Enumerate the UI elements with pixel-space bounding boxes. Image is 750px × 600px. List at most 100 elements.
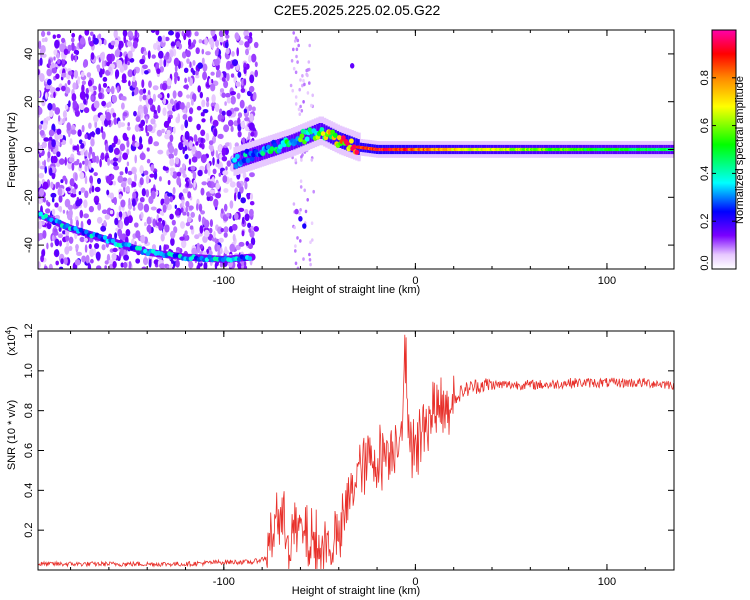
heatmap-cell bbox=[83, 213, 89, 219]
heatmap-cell bbox=[39, 129, 45, 136]
heatmap-cell bbox=[49, 109, 54, 118]
heatmap-cell bbox=[112, 112, 117, 118]
y-tick-label: 0 bbox=[23, 146, 35, 152]
heatmap-cell bbox=[145, 189, 150, 198]
heatmap-cell bbox=[211, 105, 215, 112]
heatmap-cell bbox=[41, 30, 46, 37]
heatmap-cell bbox=[113, 147, 120, 155]
heatmap-cell bbox=[195, 141, 199, 146]
heatmap-cell bbox=[201, 57, 205, 65]
heatmap-cell bbox=[93, 37, 99, 45]
heatmap-cell bbox=[153, 43, 158, 50]
heatmap-cell bbox=[137, 202, 144, 211]
heatmap-cell bbox=[38, 40, 42, 50]
heatmap-cell bbox=[306, 198, 310, 202]
heatmap-cell bbox=[153, 141, 160, 147]
heatmap-cell bbox=[176, 171, 182, 177]
heatmap-cell bbox=[100, 152, 105, 160]
heatmap-cell bbox=[107, 157, 111, 166]
heatmap-cell bbox=[249, 172, 255, 178]
heatmap-cell bbox=[63, 257, 68, 265]
heatmap-cell bbox=[303, 82, 306, 87]
heatmap-cell bbox=[210, 83, 216, 92]
x-tick-label: 100 bbox=[598, 275, 616, 287]
heatmap-cell bbox=[300, 158, 303, 162]
heatmap-cell bbox=[348, 135, 352, 152]
heatmap-cell bbox=[241, 230, 245, 237]
heatmap-cell bbox=[219, 261, 224, 268]
heatmap-cell bbox=[249, 208, 254, 217]
heatmap-cell bbox=[126, 126, 131, 131]
heatmap-cell bbox=[112, 247, 118, 253]
heatmap-cell bbox=[51, 67, 57, 74]
heatmap-cell bbox=[224, 30, 229, 36]
heatmap-cell bbox=[162, 204, 167, 213]
heatmap-cell bbox=[234, 142, 239, 148]
heatmap-cell bbox=[183, 84, 190, 90]
heatmap-cell bbox=[210, 30, 216, 37]
heatmap-cell bbox=[205, 132, 210, 141]
heatmap-cell bbox=[81, 255, 87, 263]
heatmap-cell bbox=[76, 159, 80, 164]
heatmap-cell bbox=[106, 53, 113, 62]
heatmap-cell bbox=[237, 262, 242, 269]
heatmap-cell bbox=[163, 97, 166, 105]
heatmap-cell bbox=[110, 40, 116, 46]
heatmap-cell bbox=[173, 148, 178, 156]
heatmap-cell bbox=[200, 112, 205, 117]
heatmap-cell bbox=[167, 110, 173, 116]
heatmap-cell bbox=[163, 58, 167, 68]
heatmap-cell bbox=[103, 220, 107, 226]
heatmap-cell bbox=[242, 136, 246, 146]
heatmap-cell bbox=[103, 39, 107, 46]
heatmap-cell bbox=[84, 30, 90, 36]
heatmap-cell bbox=[113, 117, 118, 125]
heatmap-cell bbox=[80, 220, 84, 230]
heatmap-cell bbox=[187, 76, 191, 82]
heatmap-cell bbox=[50, 181, 54, 189]
heatmap-cell bbox=[299, 104, 302, 109]
heatmap-cell bbox=[88, 151, 91, 159]
heatmap-cell bbox=[252, 91, 257, 101]
heatmap-cell bbox=[86, 219, 91, 225]
y-tick-label: 40 bbox=[23, 48, 35, 60]
heatmap-cell bbox=[84, 175, 88, 185]
heatmap-cell bbox=[231, 51, 235, 57]
heatmap-cell bbox=[161, 82, 168, 91]
heatmap-cell bbox=[110, 85, 115, 95]
heatmap-cell bbox=[71, 37, 75, 43]
heatmap-cell bbox=[108, 66, 112, 72]
heatmap-cell bbox=[80, 143, 85, 149]
heatmap-cell bbox=[129, 57, 135, 63]
heatmap-cell bbox=[210, 71, 215, 76]
heatmap-cell bbox=[150, 206, 157, 211]
heatmap-cell bbox=[237, 112, 243, 118]
heatmap-cell bbox=[232, 157, 238, 163]
heatmap-cell bbox=[302, 223, 307, 229]
heatmap-cell bbox=[205, 51, 211, 56]
heatmap-cell bbox=[54, 238, 60, 247]
heatmap-cell bbox=[158, 223, 164, 231]
heatmap-cell bbox=[50, 192, 57, 198]
heatmap-cell bbox=[134, 124, 140, 132]
heatmap-cell bbox=[292, 47, 295, 52]
heatmap-cell bbox=[74, 184, 78, 189]
heatmap-cell bbox=[150, 30, 156, 33]
heatmap-cell bbox=[68, 245, 73, 251]
colorbar-tick-label: 0.4 bbox=[699, 166, 711, 181]
heatmap-cell bbox=[211, 94, 216, 103]
heatmap-cell bbox=[139, 136, 143, 145]
heatmap-cell bbox=[48, 129, 55, 137]
heatmap-cell bbox=[48, 263, 53, 269]
heatmap-cell bbox=[208, 227, 213, 234]
heatmap-cell bbox=[126, 161, 130, 167]
heatmap-cell bbox=[79, 90, 86, 100]
heatmap-cell bbox=[249, 32, 253, 37]
heatmap-cell bbox=[192, 171, 197, 180]
heatmap-cell bbox=[209, 219, 213, 228]
heatmap-cell bbox=[118, 205, 122, 212]
heatmap-cell bbox=[336, 135, 342, 141]
heatmap-cell bbox=[53, 56, 56, 61]
heatmap-cell bbox=[201, 48, 205, 55]
heatmap-cell bbox=[64, 86, 71, 94]
